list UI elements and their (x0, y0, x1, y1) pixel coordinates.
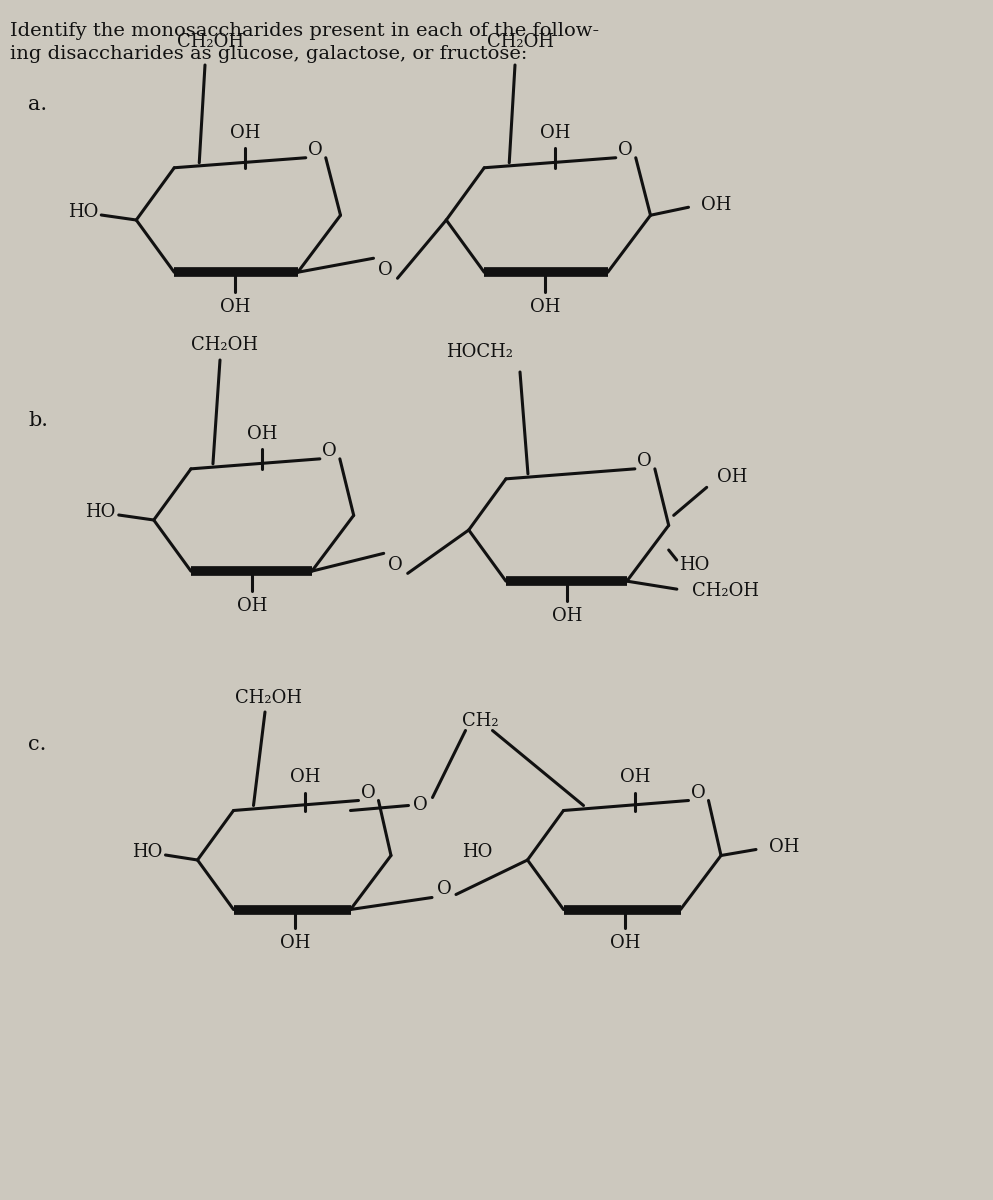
Text: O: O (413, 797, 428, 815)
Text: OH: OH (552, 607, 582, 625)
Text: OH: OH (229, 124, 260, 142)
Text: a.: a. (28, 96, 47, 114)
Text: HO: HO (68, 203, 98, 221)
Text: OH: OH (769, 839, 799, 857)
Text: CH₂OH: CH₂OH (234, 689, 302, 707)
Text: CH₂: CH₂ (462, 712, 498, 730)
Text: OH: OH (700, 197, 731, 215)
Text: OH: OH (530, 299, 560, 317)
Text: OH: OH (540, 124, 570, 142)
Text: HO: HO (678, 556, 709, 574)
Text: OH: OH (219, 299, 250, 317)
Text: b.: b. (28, 410, 48, 430)
Text: CH₂OH: CH₂OH (177, 32, 243, 50)
Text: HO: HO (85, 503, 116, 521)
Text: HO: HO (462, 842, 493, 862)
Text: HOCH₂: HOCH₂ (447, 343, 513, 361)
Text: c.: c. (28, 736, 47, 755)
Text: OH: OH (280, 934, 310, 952)
Text: O: O (638, 452, 652, 470)
Text: ing disaccharides as glucose, galactose, or fructose:: ing disaccharides as glucose, galactose,… (10, 44, 527, 62)
Text: OH: OH (610, 934, 640, 952)
Text: O: O (309, 140, 323, 158)
Text: O: O (388, 557, 403, 575)
Text: HO: HO (132, 842, 163, 862)
Text: CH₂OH: CH₂OH (487, 32, 553, 50)
Text: O: O (361, 784, 376, 802)
Text: Identify the monosaccharides present in each of the follow-: Identify the monosaccharides present in … (10, 22, 599, 40)
Text: OH: OH (290, 768, 320, 786)
Text: O: O (619, 140, 634, 158)
Text: OH: OH (236, 598, 267, 616)
Text: CH₂OH: CH₂OH (692, 582, 759, 600)
Text: O: O (378, 262, 393, 280)
Text: O: O (323, 442, 338, 460)
Text: OH: OH (620, 768, 650, 786)
Text: CH₂OH: CH₂OH (192, 336, 258, 354)
Text: OH: OH (717, 468, 747, 486)
Text: OH: OH (247, 425, 277, 443)
Text: O: O (691, 784, 706, 802)
Text: O: O (437, 881, 452, 899)
